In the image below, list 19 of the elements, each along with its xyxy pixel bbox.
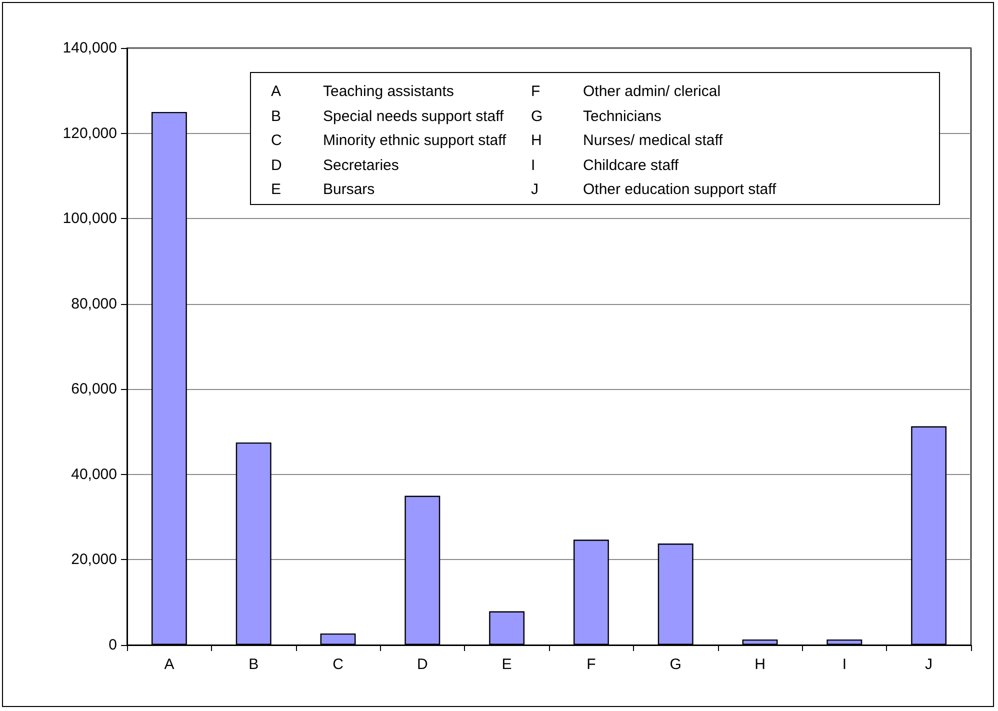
key-box: A Teaching assistants B Special needs support staff C Minority ethnic support staff D Secretaries E Bursars F Other admin/ clerical G Technicians H Nurses/ medical staff I Childcare staff J Other education support staff xyxy=(250,72,940,205)
x-tick-label: C xyxy=(332,656,344,673)
x-tick-label: D xyxy=(416,656,428,673)
x-tick-label: I xyxy=(842,656,846,673)
x-tick-label: H xyxy=(754,656,766,673)
y-tick-label: 0 xyxy=(108,636,117,654)
y-tick-label: 140,000 xyxy=(62,40,117,56)
y-tick-label: 100,000 xyxy=(62,210,117,228)
y-tick-label: 120,000 xyxy=(62,124,117,142)
y-tick-label: 60,000 xyxy=(71,380,117,398)
y-tick-label: 40,000 xyxy=(71,466,117,483)
x-tick-label: J xyxy=(925,656,933,673)
x-tick-label: B xyxy=(248,656,259,673)
x-tick-label: F xyxy=(586,656,596,673)
x-tick-label: G xyxy=(670,656,682,673)
y-tick-label: 20,000 xyxy=(71,551,117,568)
y-tick-label: 80,000 xyxy=(71,295,117,312)
x-tick-label: A xyxy=(164,656,174,673)
x-tick-label: E xyxy=(502,656,512,673)
